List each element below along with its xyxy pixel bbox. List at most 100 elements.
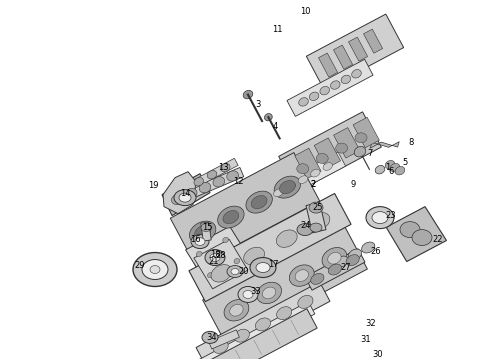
- Ellipse shape: [336, 143, 347, 153]
- Ellipse shape: [354, 147, 366, 157]
- Polygon shape: [364, 29, 383, 53]
- Ellipse shape: [172, 194, 183, 204]
- Polygon shape: [306, 14, 404, 90]
- Ellipse shape: [223, 237, 228, 243]
- Ellipse shape: [328, 264, 342, 275]
- Ellipse shape: [234, 329, 249, 342]
- Ellipse shape: [224, 300, 249, 321]
- Ellipse shape: [231, 269, 239, 275]
- Ellipse shape: [191, 235, 209, 248]
- Polygon shape: [314, 138, 341, 168]
- Polygon shape: [287, 59, 373, 116]
- Ellipse shape: [362, 242, 375, 253]
- Ellipse shape: [256, 262, 270, 273]
- Text: 15: 15: [202, 223, 213, 232]
- Ellipse shape: [297, 224, 313, 235]
- Ellipse shape: [244, 247, 265, 265]
- Ellipse shape: [179, 193, 191, 202]
- Ellipse shape: [400, 222, 420, 238]
- Ellipse shape: [310, 223, 322, 232]
- Ellipse shape: [295, 270, 309, 282]
- Ellipse shape: [320, 86, 329, 95]
- Text: 10: 10: [300, 8, 311, 17]
- Ellipse shape: [142, 260, 168, 279]
- Ellipse shape: [211, 265, 232, 282]
- Ellipse shape: [309, 202, 323, 213]
- Text: 16: 16: [190, 235, 200, 244]
- Ellipse shape: [309, 92, 319, 100]
- Ellipse shape: [238, 287, 258, 302]
- Text: 26: 26: [370, 247, 381, 256]
- Ellipse shape: [227, 171, 239, 181]
- Text: 34: 34: [206, 333, 217, 342]
- Polygon shape: [348, 37, 368, 61]
- Text: 32: 32: [365, 319, 376, 328]
- Ellipse shape: [243, 291, 253, 298]
- Ellipse shape: [372, 212, 388, 224]
- Ellipse shape: [346, 255, 359, 266]
- Text: 29: 29: [134, 261, 145, 270]
- Ellipse shape: [207, 273, 213, 278]
- Ellipse shape: [390, 163, 400, 172]
- Ellipse shape: [227, 266, 243, 278]
- Ellipse shape: [323, 163, 332, 170]
- Text: 20: 20: [238, 267, 248, 276]
- Ellipse shape: [309, 212, 330, 230]
- Ellipse shape: [348, 249, 362, 260]
- Ellipse shape: [207, 170, 217, 179]
- Polygon shape: [209, 330, 240, 349]
- Ellipse shape: [190, 221, 216, 243]
- Text: 3: 3: [255, 100, 260, 109]
- Ellipse shape: [257, 282, 282, 303]
- Ellipse shape: [366, 207, 394, 229]
- Ellipse shape: [311, 169, 320, 177]
- Ellipse shape: [174, 190, 196, 206]
- Polygon shape: [201, 222, 211, 241]
- Ellipse shape: [328, 252, 341, 264]
- Ellipse shape: [263, 287, 276, 299]
- Polygon shape: [189, 302, 315, 360]
- Polygon shape: [171, 153, 319, 267]
- Text: 19: 19: [148, 181, 158, 190]
- Polygon shape: [162, 174, 210, 216]
- Polygon shape: [260, 152, 345, 207]
- Text: 23: 23: [385, 211, 395, 220]
- Text: 6: 6: [388, 167, 393, 176]
- Ellipse shape: [395, 166, 405, 175]
- Ellipse shape: [274, 176, 300, 198]
- Polygon shape: [305, 249, 365, 290]
- Polygon shape: [318, 53, 338, 77]
- Ellipse shape: [195, 238, 205, 246]
- Ellipse shape: [375, 166, 385, 174]
- Ellipse shape: [199, 183, 211, 193]
- Ellipse shape: [335, 256, 348, 267]
- Polygon shape: [179, 309, 317, 360]
- Ellipse shape: [412, 230, 432, 246]
- Text: 27: 27: [340, 263, 351, 272]
- Polygon shape: [279, 112, 381, 192]
- Polygon shape: [386, 207, 446, 262]
- Ellipse shape: [322, 248, 347, 269]
- Text: 12: 12: [233, 177, 244, 186]
- Text: 1: 1: [385, 163, 390, 172]
- Polygon shape: [186, 226, 253, 287]
- Ellipse shape: [234, 258, 240, 264]
- Ellipse shape: [255, 318, 270, 331]
- Text: 18: 18: [210, 250, 221, 259]
- Polygon shape: [163, 172, 196, 213]
- Ellipse shape: [297, 164, 309, 174]
- Polygon shape: [370, 142, 399, 148]
- Text: 31: 31: [360, 335, 370, 344]
- Polygon shape: [334, 127, 360, 158]
- Ellipse shape: [276, 230, 297, 247]
- Text: 33: 33: [250, 287, 261, 296]
- Ellipse shape: [150, 266, 160, 274]
- Ellipse shape: [298, 176, 308, 184]
- Text: 14: 14: [180, 189, 191, 198]
- Polygon shape: [196, 282, 330, 360]
- Text: 4: 4: [273, 122, 278, 131]
- Polygon shape: [295, 148, 321, 179]
- Text: 8: 8: [408, 138, 414, 147]
- Ellipse shape: [298, 296, 313, 309]
- Ellipse shape: [250, 257, 276, 278]
